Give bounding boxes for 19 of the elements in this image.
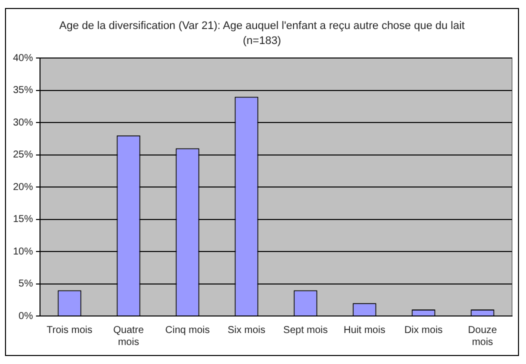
- x-tick-label: Six mois: [228, 324, 266, 336]
- y-tick-label: 35%: [13, 85, 34, 96]
- x-tick-label: Quatre mois: [113, 324, 144, 348]
- y-tick-label: 0%: [18, 310, 34, 322]
- x-tick-label: Cinq mois: [165, 324, 210, 336]
- x-tick-label: Dix mois: [404, 324, 443, 336]
- y-tick-label: 40%: [13, 52, 34, 64]
- x-tick-label: Trois mois: [46, 324, 92, 336]
- y-tick-label: 15%: [13, 214, 34, 225]
- y-tick-label: 5%: [18, 278, 34, 290]
- chart-title: Age de la diversification (Var 21): Age auquel l'enfant a reçu autre chose que du lait: [58, 19, 466, 34]
- x-tick-label: Sept mois: [283, 324, 328, 336]
- x-tick-label: Huit mois: [344, 324, 386, 336]
- y-tick-label: 30%: [13, 117, 34, 128]
- x-tick-label: Douze mois: [468, 324, 498, 348]
- y-tick-label: 25%: [13, 150, 34, 160]
- y-tick-label: 10%: [13, 246, 34, 258]
- chart-subtitle: (n=183): [242, 34, 282, 49]
- y-tick-label: 20%: [13, 182, 34, 193]
